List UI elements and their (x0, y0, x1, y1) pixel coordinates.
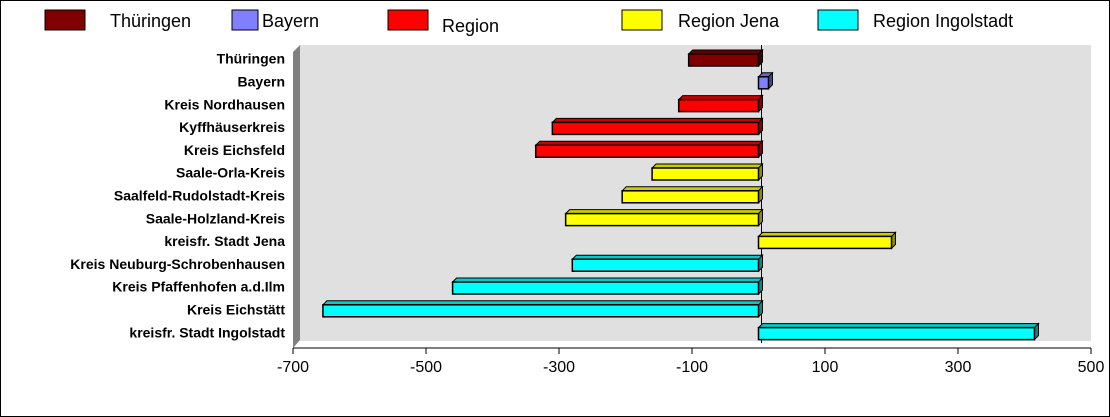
legend-swatch (621, 9, 663, 31)
bar-face (571, 258, 760, 272)
legend-swatch (231, 9, 259, 31)
x-tick-label: 300 (945, 359, 972, 376)
bar (451, 276, 764, 296)
legend-label: Region (442, 16, 499, 36)
y-tick-label: Kreis Eichsfeld (184, 142, 285, 158)
bar (571, 253, 764, 273)
bar-face (757, 235, 893, 250)
bar-face (322, 304, 760, 318)
y-tick-label: Saale-Holzland-Kreis (146, 210, 285, 226)
bar-face (621, 190, 760, 204)
x-tick-label: -700 (277, 359, 309, 376)
left-wall (293, 45, 300, 348)
bar (757, 322, 1040, 341)
y-tick-label: Saale-Orla-Kreis (176, 165, 285, 181)
bar-face (564, 212, 760, 227)
y-tick-label: kreisfr. Stadt Ingolstadt (129, 324, 285, 340)
y-tick-label: Kyffhäuserkreis (179, 119, 285, 135)
bar-face (687, 53, 760, 67)
bar (677, 94, 764, 113)
bar (757, 71, 774, 91)
bar (321, 299, 764, 319)
y-tick-label: Kreis Eichstätt (187, 302, 285, 318)
bar-face (451, 281, 760, 295)
legend-label: Region Jena (678, 11, 780, 31)
bar-face (551, 121, 760, 136)
x-tick-label: -100 (676, 359, 708, 376)
y-tick-label: Kreis Nordhausen (164, 96, 285, 112)
bar (564, 208, 764, 227)
bar-face (677, 98, 760, 113)
x-tick-label: 500 (1078, 359, 1105, 376)
legend-swatch (817, 9, 859, 31)
legend-label: Region Ingolstadt (873, 11, 1013, 31)
bar (650, 162, 764, 182)
bar-face (651, 167, 760, 181)
x-tick-label: 100 (812, 359, 839, 376)
bar (534, 139, 764, 159)
legend-swatch (387, 9, 429, 31)
y-tick-label: Kreis Pfaffenhofen a.d.Ilm (112, 279, 285, 295)
legend-swatch (44, 9, 86, 31)
bar-face (757, 326, 1036, 341)
bar-face (757, 76, 770, 90)
x-tick-label: -500 (410, 359, 442, 376)
y-tick-label: kreisfr. Stadt Jena (164, 233, 285, 249)
bar (551, 117, 764, 136)
bar (687, 48, 764, 68)
y-tick-label: Kreis Neuburg-Schrobenhausen (70, 256, 285, 272)
legend-label: Thüringen (110, 11, 191, 31)
bar (620, 185, 764, 205)
y-tick-label: Bayern (238, 74, 285, 90)
legend-label: Bayern (262, 11, 319, 31)
bar-face (534, 144, 760, 158)
bar (757, 231, 897, 250)
y-tick-label: Thüringen (217, 51, 285, 67)
y-tick-label: Saalfeld-Rudolstadt-Kreis (114, 188, 285, 204)
x-tick-label: -300 (543, 359, 575, 376)
